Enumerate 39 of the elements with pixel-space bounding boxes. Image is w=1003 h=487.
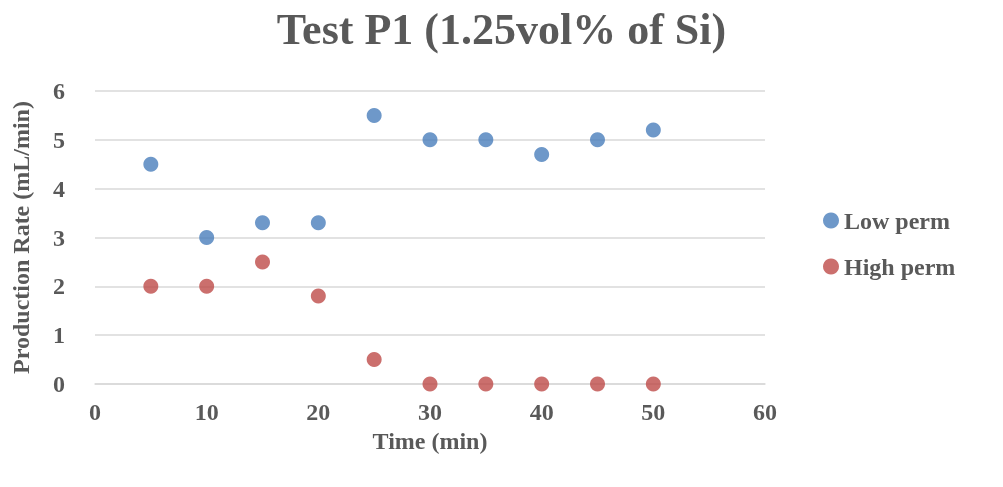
x-tick-label: 0 bbox=[89, 399, 101, 425]
y-tick-label: 3 bbox=[53, 224, 65, 251]
x-axis-title: Time (min) bbox=[372, 427, 488, 454]
point bbox=[590, 132, 605, 148]
x-tick-label: 20 bbox=[306, 399, 331, 425]
point bbox=[143, 278, 159, 294]
legend-label: High perm bbox=[844, 253, 956, 280]
y-tick-label: 0 bbox=[53, 371, 65, 397]
point bbox=[590, 376, 605, 392]
y-tick-label: 1 bbox=[53, 322, 65, 349]
x-tick-label: 40 bbox=[529, 399, 554, 425]
x-tick-label: 50 bbox=[641, 399, 666, 425]
point bbox=[478, 376, 494, 392]
point bbox=[534, 146, 550, 162]
point bbox=[310, 288, 326, 304]
x-tick-label: 60 bbox=[753, 399, 777, 425]
point bbox=[366, 107, 382, 123]
point bbox=[422, 132, 438, 148]
chart-title: Test P1 (1.25vol% of Si) bbox=[276, 4, 727, 54]
y-axis-title: Production Rate (mL/min) bbox=[8, 101, 34, 374]
x-tick-label: 30 bbox=[418, 399, 442, 425]
legend-label: Low perm bbox=[844, 207, 950, 234]
point bbox=[422, 376, 438, 392]
point bbox=[199, 278, 215, 294]
point bbox=[534, 376, 550, 392]
point bbox=[143, 156, 159, 172]
y-tick-label: 2 bbox=[53, 273, 65, 300]
point bbox=[199, 230, 215, 245]
point bbox=[366, 352, 382, 368]
x-tick-label: 10 bbox=[194, 399, 219, 425]
point bbox=[645, 376, 661, 392]
y-tick-label: 4 bbox=[53, 175, 65, 202]
point bbox=[255, 215, 270, 231]
y-tick-label: 6 bbox=[53, 78, 65, 104]
point bbox=[255, 254, 270, 270]
point bbox=[478, 132, 494, 148]
y-tick-label: 5 bbox=[53, 126, 65, 153]
point bbox=[645, 122, 661, 138]
point bbox=[310, 215, 326, 231]
